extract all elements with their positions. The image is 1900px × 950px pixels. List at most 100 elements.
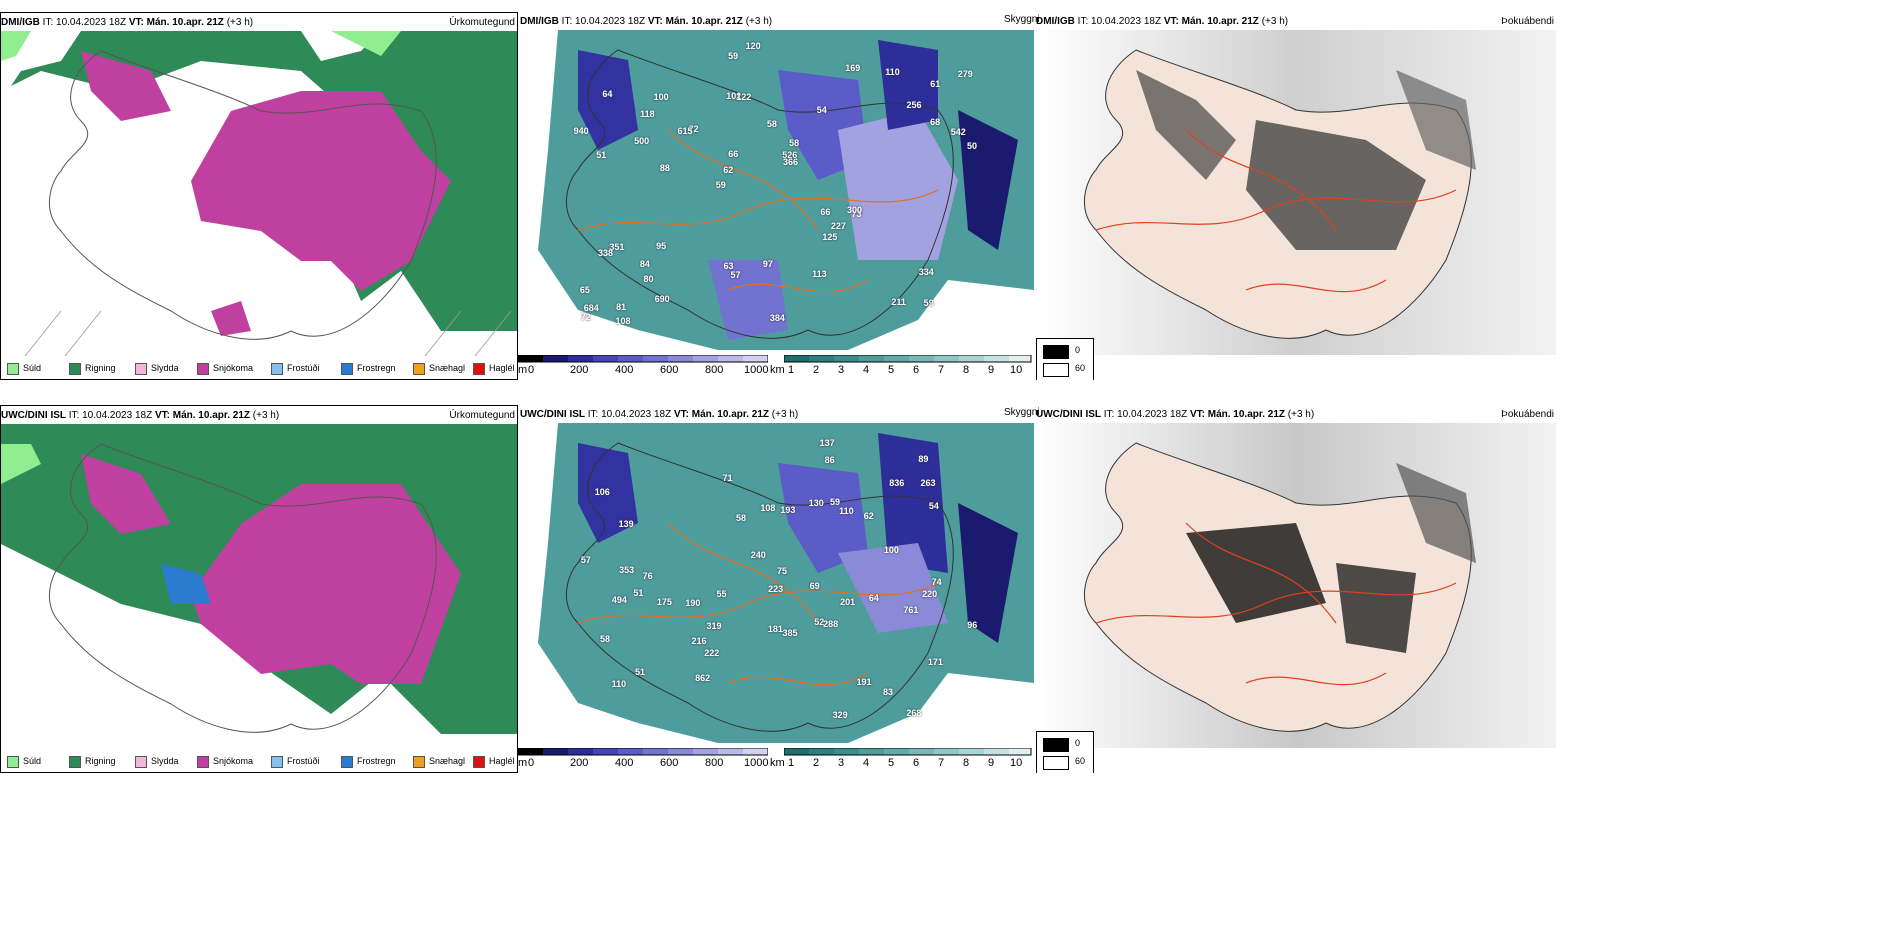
peak-height-label: 108 (760, 503, 776, 514)
panel-title: Úrkomutegund (449, 17, 515, 28)
peak-height-label: 57 (730, 270, 741, 281)
legend-item: Frostregn (341, 755, 396, 768)
peak-height-label: 220 (922, 589, 938, 600)
peak-height-label: 288 (823, 619, 839, 630)
legend-item: Haglél (473, 362, 515, 375)
peak-height-label: 100 (653, 92, 669, 103)
peak-height-label: 118 (640, 108, 655, 119)
peak-height-label: 526 (782, 149, 798, 160)
colorbar-tick: 9 (988, 364, 995, 376)
precip-map (1, 424, 517, 749)
precip-panel-top: DMI/IGB IT: 10.04.2023 18Z VT: Mán. 10.a… (0, 12, 518, 380)
colorbar-tick: 600 (660, 364, 679, 376)
peak-height-label: 193 (780, 505, 796, 516)
peak-height-label: 73 (851, 208, 862, 219)
peak-height-label: 58 (599, 633, 610, 644)
peak-height-label: 65 (579, 285, 590, 296)
peak-height-label: 494 (611, 594, 627, 605)
precip-legend: Súld Rigning Slydda Snjókoma Frostúði Fr… (3, 356, 515, 376)
peak-height-label: 113 (812, 269, 827, 280)
colorbar-tick: 1 (788, 364, 795, 376)
peak-height-label: 300 (846, 205, 862, 216)
peak-height-label: 169 (845, 62, 861, 73)
peak-height-label: 58 (789, 138, 800, 149)
colorbar-tick: 6 (913, 757, 920, 769)
peak-height-label: 110 (885, 66, 900, 77)
peak-height-label: 181 (767, 623, 783, 634)
peak-height-label: 216 (691, 635, 707, 646)
peak-height-label: 100 (883, 545, 899, 556)
peak-height-label: 940 (573, 125, 589, 136)
colorbar-tick: 2 (813, 364, 820, 376)
colorbar-tick: 400 (615, 364, 634, 376)
peak-height-label: 52 (814, 617, 825, 628)
peak-height-label: 80 (643, 273, 654, 284)
legend-item: Snjókoma (197, 755, 253, 768)
colorbar-tick: 0 (528, 757, 535, 769)
colorbar-tick: 1000 (744, 364, 769, 376)
colorbar-tick: 1 (788, 757, 795, 769)
legend-item: Rigning (69, 755, 116, 768)
peak-height-label: 690 (654, 293, 670, 304)
peak-height-label: 96 (967, 620, 978, 631)
peak-height-label: 66 (820, 207, 831, 218)
peak-height-label: 227 (830, 221, 846, 232)
colorbar-tick: 7 (938, 757, 945, 769)
peak-height-label: 58 (736, 512, 747, 523)
fog-panel-bottom: UWC/DINI ISL IT: 10.04.2023 18Z VT: Mán.… (1036, 405, 1556, 773)
peak-height-label: 66 (728, 149, 739, 159)
peak-height-label: 240 (750, 549, 766, 560)
peak-height-label: 69 (809, 581, 820, 592)
visibility-colorbar: km 1 2 3 4 5 6 7 8 9 10 (770, 748, 1032, 772)
visibility-panel-top: DMI/IGB IT: 10.04.2023 18Z VT: Mán. 10.a… (518, 12, 1034, 380)
legend-item: Haglél (473, 755, 515, 768)
peak-height-label: 72 (580, 311, 591, 322)
legend-item: Rigning (69, 362, 116, 375)
panel-header: DMI/IGB IT: 10.04.2023 18Z VT: Mán. 10.a… (1, 13, 517, 33)
colorbar-tick: 2 (813, 757, 820, 769)
peak-height-label: 256 (906, 100, 922, 111)
legend-item: Frostregn (341, 362, 396, 375)
legend-item: Frostúði (271, 755, 320, 768)
colorbar-tick: 9 (988, 757, 995, 769)
colorbar-tick: 600 (660, 757, 679, 769)
peak-height-label: 64 (602, 88, 613, 99)
panel-header: UWC/DINI ISL IT: 10.04.2023 18Z VT: Mán.… (1036, 405, 1556, 425)
peak-height-label: 222 (704, 647, 720, 658)
peak-height-label: 139 (618, 518, 634, 529)
colorbar-tick: 5 (888, 364, 895, 376)
peak-height-label: 836 (889, 477, 905, 488)
peak-height-label: 54 (928, 500, 939, 511)
legend-item: Frostúði (271, 362, 320, 375)
peak-height-label: 50 (967, 141, 978, 152)
colorbar-tick: 4 (863, 757, 870, 769)
peak-height-label: 74 (931, 576, 942, 587)
precip-legend: Súld Rigning Slydda Snjókoma Frostúði Fr… (3, 749, 515, 769)
fog-panel-top: DMI/IGB IT: 10.04.2023 18Z VT: Mán. 10.a… (1036, 12, 1556, 380)
peak-height-label: 51 (633, 588, 644, 599)
peak-height-label: 86 (824, 454, 835, 465)
peak-height-label: 83 (883, 687, 894, 698)
peak-height-label: 334 (918, 266, 934, 277)
height-colorbar: m 0 200 400 600 800 1000 (518, 355, 768, 379)
station-labels-top: 59 51 61 59 54 81 102 58 351 72 65 80 122 58 73 64 59 50 6… (518, 30, 1034, 355)
peak-height-label: 190 (685, 597, 701, 608)
visibility-panel-bottom: UWC/DINI ISL IT: 10.04.2023 18Z VT: Mán.… (518, 405, 1034, 773)
colorbar-tick: 8 (963, 364, 970, 376)
colorbar-tick: 8 (963, 757, 970, 769)
peak-height-label: 51 (634, 667, 645, 678)
colorbar-tick: 200 (570, 364, 589, 376)
colorbar-tick: 6 (913, 364, 920, 376)
panel-header: DMI/IGB IT: 10.04.2023 18Z VT: Mán. 10.a… (520, 16, 773, 27)
peak-height-label: 385 (782, 628, 798, 639)
peak-height-label: 366 (782, 157, 799, 168)
colorbar-unit: km (770, 757, 785, 769)
peak-height-label: 89 (918, 454, 929, 465)
peak-height-label: 175 (656, 596, 672, 607)
peak-height-label: 130 (808, 497, 824, 508)
legend-item: Slydda (135, 755, 179, 768)
colorbar-tick: 10 (1010, 757, 1023, 769)
peak-height-label: 338 (598, 248, 614, 259)
peak-height-label: 72 (688, 124, 699, 134)
visibility-map (518, 423, 1034, 748)
